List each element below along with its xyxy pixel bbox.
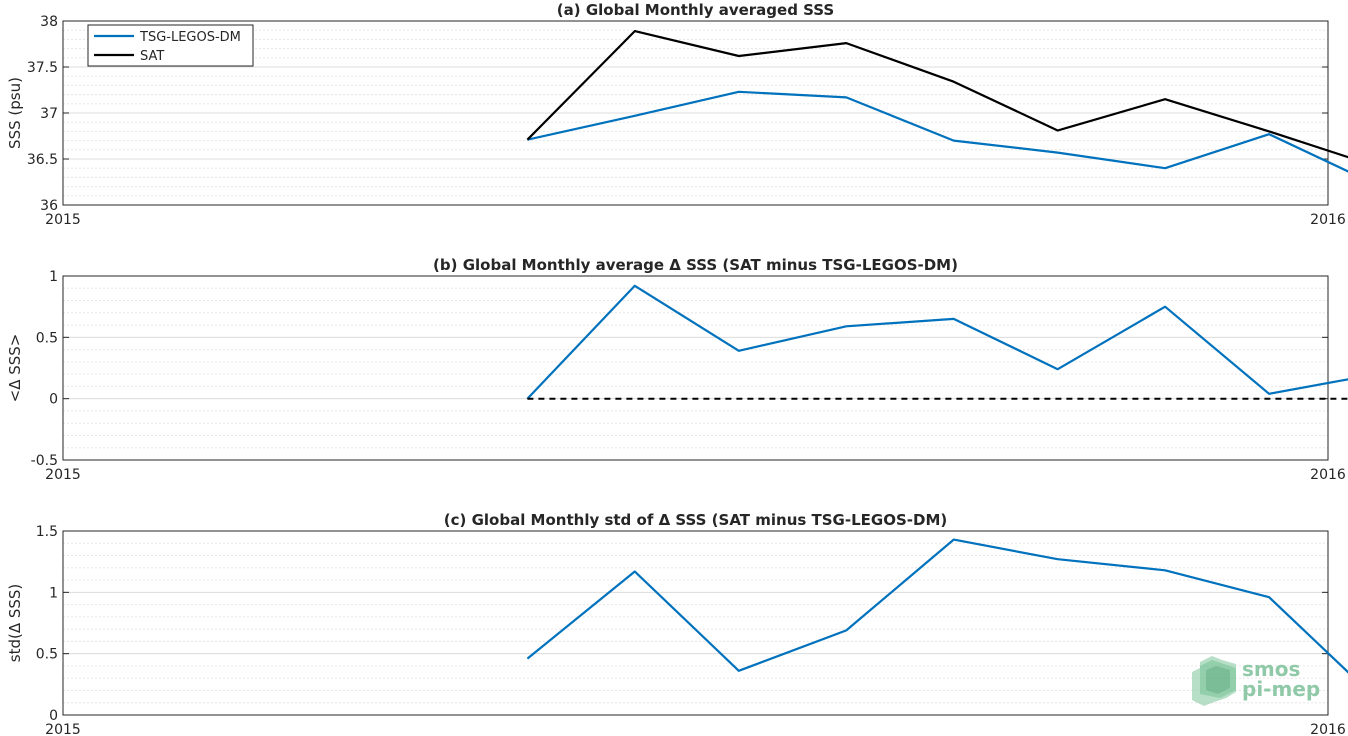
y-tick-label: 0.5	[36, 647, 58, 663]
axes-outline	[62, 530, 1329, 716]
logo-text-line1: smos	[1242, 657, 1300, 681]
y-axis-label: std(Δ SSS)	[6, 584, 24, 663]
y-tick-label: 37	[40, 106, 58, 122]
series-line-tsg-legos-dm	[527, 90, 1348, 173]
x-tick-label: 2015	[45, 467, 81, 483]
y-tick-label: -0.5	[31, 453, 58, 469]
y-tick-label: 0	[49, 708, 58, 724]
panel-c: 0 0.5 1 1.5 2015 2016 (c) Global Monthly std o…	[6, 511, 1348, 736]
y-tick-label: 0	[49, 392, 58, 408]
y-tick-label: 37.5	[27, 60, 58, 76]
x-tick-label: 2015	[45, 212, 81, 228]
y-tick-label: 38	[40, 14, 58, 30]
series-line-sat	[526, 30, 1348, 159]
logo-text-line2: pi-mep	[1242, 677, 1320, 701]
x-tick-label: 2016	[1310, 212, 1346, 228]
panel-b: -0.5 0 0.5 1 2015 2016 (b) Global Monthly aver…	[6, 256, 1348, 483]
x-tick-label: 2016	[1310, 467, 1346, 483]
legend: TSG-LEGOS-DM SAT	[87, 24, 254, 67]
x-tick-label: 2016	[1310, 722, 1346, 736]
y-tick-label: 1	[49, 585, 58, 601]
plot-area	[62, 275, 1329, 461]
y-axis-label: SSS (psu)	[6, 77, 24, 149]
chart-title: (c) Global Monthly std of Δ SSS (SAT min…	[444, 511, 947, 529]
series-line-delta	[526, 538, 1348, 674]
panels: 36 36.5 37 37.5 38 2015 2016 (a) Global Monthly…	[6, 1, 1348, 736]
x-tick-label: 2015	[45, 722, 81, 736]
y-tick-label: 1	[49, 269, 58, 285]
y-tick-label: 0.5	[36, 330, 58, 346]
axes-outline	[62, 20, 1329, 206]
y-tick-label: 36.5	[27, 152, 58, 168]
plot-area	[62, 530, 1329, 716]
legend-entry: TSG-LEGOS-DM	[139, 30, 241, 45]
series-line-delta	[526, 284, 1348, 400]
y-tick-label: 1.5	[36, 524, 58, 540]
y-axis-label: <Δ SSS>	[6, 334, 24, 403]
chart-title: (a) Global Monthly averaged SSS	[557, 1, 834, 19]
axes-outline	[62, 275, 1329, 461]
legend-entry: SAT	[140, 49, 164, 64]
legend-box	[87, 24, 254, 67]
y-tick-label: 36	[40, 198, 58, 214]
smos-pi-mep-logo: smos pi-mep	[1192, 656, 1320, 706]
smos-pi-mep-logo-icon	[1192, 656, 1236, 706]
panel-a: 36 36.5 37 37.5 38 2015 2016 (a) Global Monthly…	[6, 1, 1348, 228]
chart-title: (b) Global Monthly average Δ SSS (SAT mi…	[433, 256, 958, 274]
